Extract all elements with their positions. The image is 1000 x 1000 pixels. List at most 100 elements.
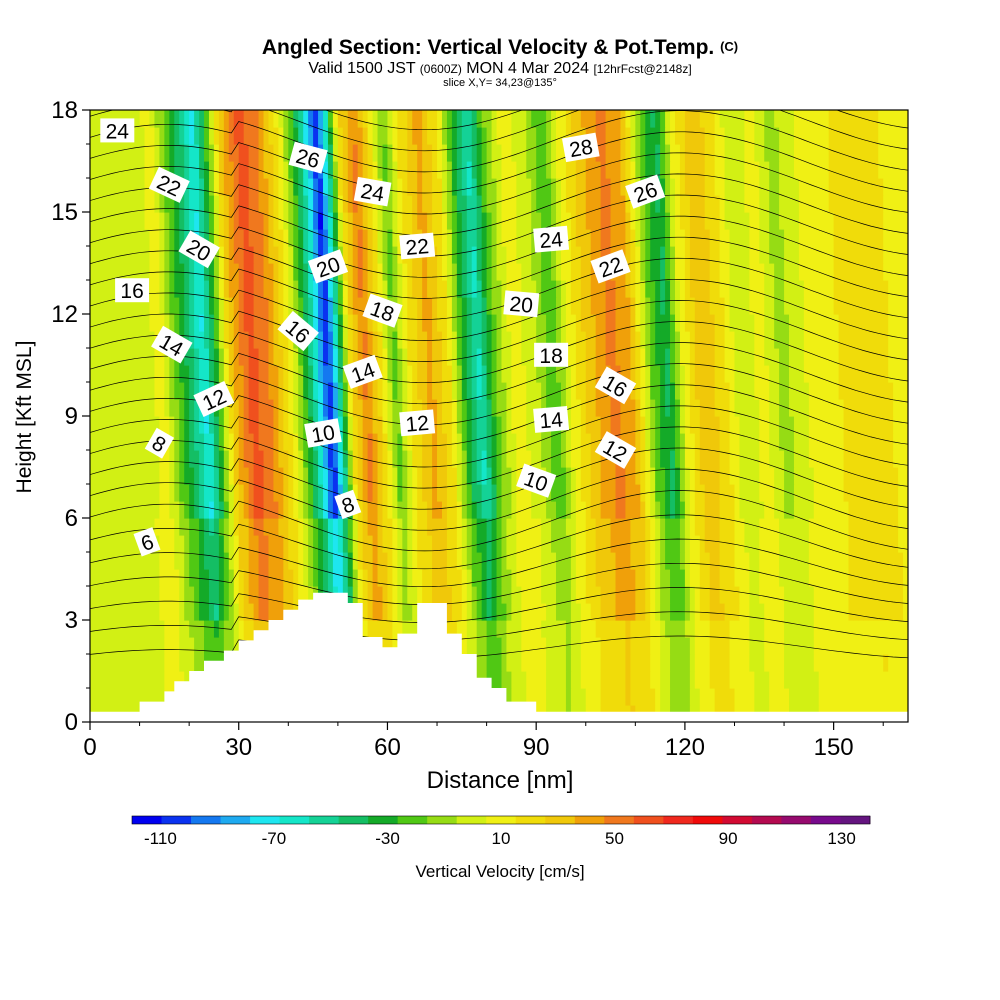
velocity-cell	[704, 365, 711, 383]
velocity-cell	[169, 484, 175, 502]
velocity-cell	[858, 467, 864, 485]
velocity-cell	[620, 365, 627, 383]
velocity-cell	[501, 365, 508, 383]
velocity-cell	[293, 535, 299, 553]
velocity-cell	[541, 246, 547, 264]
velocity-cell	[283, 365, 289, 383]
velocity-cell	[670, 484, 676, 502]
velocity-cell	[402, 280, 408, 298]
velocity-cell	[451, 229, 458, 247]
velocity-cell	[387, 433, 394, 451]
velocity-cell	[511, 467, 517, 485]
velocity-cell	[610, 620, 617, 638]
velocity-cell	[437, 569, 443, 587]
velocity-cell	[774, 280, 780, 298]
velocity-cell	[531, 365, 537, 383]
velocity-cell	[600, 620, 607, 638]
velocity-cell	[461, 399, 468, 417]
velocity-cell	[863, 399, 869, 417]
velocity-cell	[293, 467, 299, 485]
velocity-cell	[719, 535, 726, 553]
velocity-cell	[521, 416, 527, 434]
velocity-cell	[546, 654, 552, 672]
velocity-cell	[724, 552, 731, 570]
velocity-cell	[159, 552, 165, 570]
velocity-cell	[556, 603, 562, 621]
velocity-cell	[486, 586, 493, 604]
velocity-cell	[798, 535, 805, 553]
velocity-cell	[556, 501, 562, 519]
velocity-cell	[496, 229, 503, 247]
velocity-cell	[213, 518, 220, 536]
velocity-cell	[387, 518, 394, 536]
velocity-cell	[660, 535, 666, 553]
velocity-cell	[580, 671, 587, 689]
velocity-cell	[575, 637, 582, 655]
velocity-cell	[486, 212, 493, 230]
velocity-cell	[402, 569, 408, 587]
velocity-cell	[139, 331, 146, 349]
velocity-cell	[114, 688, 121, 706]
velocity-cell	[793, 586, 800, 604]
velocity-cell	[164, 501, 170, 519]
velocity-cell	[551, 246, 557, 264]
velocity-cell	[838, 280, 845, 298]
velocity-cell	[769, 450, 775, 468]
velocity-cell	[332, 535, 339, 553]
velocity-cell	[625, 688, 631, 706]
velocity-cell	[496, 348, 503, 366]
velocity-cell	[739, 484, 745, 502]
velocity-cell	[754, 314, 760, 332]
velocity-cell	[397, 603, 403, 621]
velocity-cell	[387, 569, 394, 587]
velocity-cell	[228, 467, 235, 485]
velocity-cell	[303, 569, 309, 587]
velocity-cell	[556, 314, 562, 332]
velocity-cell	[739, 671, 745, 689]
velocity-cell	[798, 552, 805, 570]
velocity-cell	[759, 416, 765, 434]
velocity-cell	[580, 433, 587, 451]
velocity-cell	[551, 518, 557, 536]
velocity-cell	[674, 467, 681, 485]
velocity-cell	[580, 654, 587, 672]
velocity-cell	[789, 654, 795, 672]
velocity-cell	[437, 297, 443, 315]
velocity-cell	[402, 603, 408, 621]
velocity-cell	[734, 620, 741, 638]
velocity-cell	[293, 518, 299, 536]
velocity-cell	[650, 569, 656, 587]
velocity-cell	[580, 450, 587, 468]
velocity-cell	[858, 484, 864, 502]
velocity-cell	[357, 450, 364, 468]
velocity-cell	[263, 552, 270, 570]
velocity-cell	[204, 586, 210, 604]
velocity-cell	[456, 399, 463, 417]
velocity-cell	[352, 518, 359, 536]
velocity-cell	[213, 212, 220, 230]
velocity-cell	[392, 416, 398, 434]
velocity-cell	[313, 229, 319, 247]
velocity-cell	[660, 416, 666, 434]
velocity-cell	[298, 484, 304, 502]
velocity-cell	[456, 365, 463, 383]
velocity-cell	[645, 535, 651, 553]
velocity-cell	[858, 552, 864, 570]
velocity-cell	[789, 348, 795, 366]
velocity-cell	[476, 331, 483, 349]
velocity-cell	[645, 603, 651, 621]
velocity-cell	[417, 450, 423, 468]
velocity-cell	[674, 348, 681, 366]
velocity-cell	[466, 501, 473, 519]
velocity-cell	[303, 297, 309, 315]
velocity-cell	[332, 501, 339, 519]
velocity-cell	[99, 586, 106, 604]
velocity-cell	[466, 246, 473, 264]
velocity-cell	[337, 399, 344, 417]
velocity-cell	[114, 229, 121, 247]
velocity-cell	[674, 280, 681, 298]
velocity-cell	[868, 501, 874, 519]
velocity-cell	[114, 620, 121, 638]
velocity-cell	[476, 518, 483, 536]
velocity-cell	[327, 382, 334, 400]
